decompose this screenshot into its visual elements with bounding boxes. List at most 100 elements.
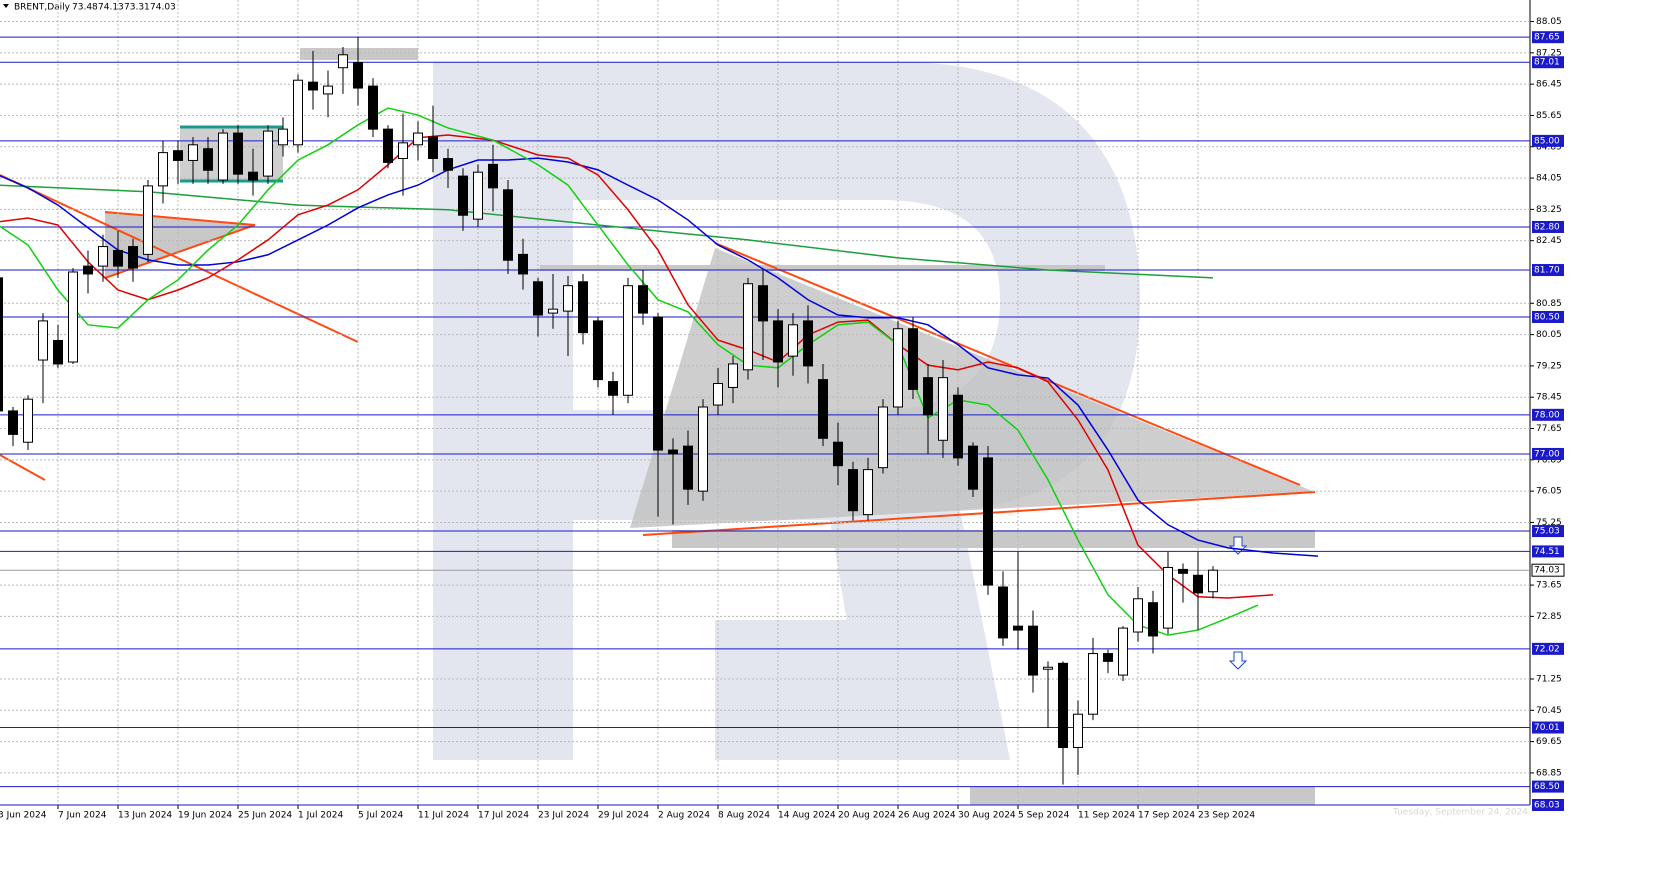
candle-body — [1073, 713, 1083, 748]
y-tick-label: 75.25 — [1536, 518, 1562, 528]
candle-body — [668, 449, 678, 455]
candle-body — [623, 285, 633, 396]
x-tick-label: 17 Jul 2024 — [478, 811, 529, 821]
candle-body — [98, 246, 108, 267]
candle-body — [413, 132, 423, 146]
x-tick-label: 5 Jul 2024 — [358, 811, 403, 821]
x-tick-label: 13 Jun 2024 — [118, 811, 172, 821]
candle-body — [458, 175, 468, 216]
candle-body — [1043, 666, 1053, 670]
candle-body — [233, 132, 243, 175]
level-label-box — [1532, 56, 1564, 69]
y-tick-label: 70.45 — [1536, 706, 1562, 716]
x-tick-label: 23 Jul 2024 — [538, 811, 589, 821]
x-tick-label: 1 Jul 2024 — [298, 811, 343, 821]
candle-body — [878, 406, 888, 469]
x-tick-label: 19 Jun 2024 — [178, 811, 232, 821]
candle-body — [548, 308, 558, 314]
candle-body — [908, 328, 918, 390]
level-label-box — [1532, 310, 1564, 323]
header-open: 73.48 — [72, 3, 98, 13]
level-label: 77.00 — [1534, 449, 1560, 459]
last-price-box — [1531, 563, 1565, 577]
x-tick-label: 7 Jun 2024 — [58, 811, 107, 821]
level-label: 87.01 — [1534, 58, 1560, 68]
level-label-box — [1532, 220, 1564, 233]
y-tick-label: 80.85 — [1536, 299, 1562, 309]
level-label-box — [1532, 780, 1564, 793]
candle-body — [1058, 662, 1068, 748]
date-watermark: Tuesday, September 24, 2024 — [1392, 808, 1528, 818]
y-tick-label: 79.25 — [1536, 361, 1562, 371]
x-tick-label: 2 Aug 2024 — [658, 811, 710, 821]
level-label-box — [1532, 408, 1564, 421]
symbol-menu-icon[interactable] — [3, 4, 9, 8]
y-tick-label: 76.85 — [1536, 455, 1562, 465]
y-tick-label: 68.85 — [1536, 768, 1562, 778]
chart-title: BRENT,Daily — [14, 3, 71, 13]
y-tick-label: 82.45 — [1536, 236, 1562, 246]
level-label-box — [1532, 264, 1564, 277]
candle-body — [143, 185, 153, 255]
candle-body — [608, 381, 618, 396]
y-tick-label: 87.25 — [1536, 48, 1562, 58]
candle-body — [533, 281, 543, 316]
y-tick-label: 85.65 — [1536, 111, 1562, 121]
candle-body — [998, 586, 1008, 639]
candle-body — [428, 136, 438, 159]
header-high: 74.13 — [98, 3, 124, 13]
candle-body — [593, 320, 603, 381]
moving-average — [0, 134, 1274, 599]
candle-body — [383, 128, 393, 163]
candle-body — [278, 128, 288, 146]
candle-body — [1148, 602, 1158, 637]
candle-body — [653, 316, 663, 451]
candle-body — [788, 324, 798, 357]
candle-body — [188, 144, 198, 161]
last-price-label: 74.03 — [1534, 566, 1560, 576]
candle-body — [53, 339, 63, 365]
candle-body — [1088, 653, 1098, 715]
candle-body — [218, 132, 228, 181]
candle-body — [0, 277, 3, 412]
candle-body — [248, 171, 258, 181]
y-tick-label: 86.45 — [1536, 80, 1562, 90]
candle-body — [578, 281, 588, 334]
level-label: 75.03 — [1534, 527, 1560, 537]
level-label-box — [1532, 721, 1564, 734]
candle-body — [488, 163, 498, 189]
candle-body — [818, 379, 828, 439]
candle-body — [83, 265, 93, 275]
candle-body — [953, 394, 963, 459]
candle-body — [848, 469, 858, 512]
y-tick-label: 80.05 — [1536, 330, 1562, 340]
candle-body — [203, 148, 213, 171]
candle-body — [1118, 627, 1128, 676]
header-close: 74.03 — [150, 3, 176, 13]
candle-body — [698, 406, 708, 492]
candle-body — [8, 410, 18, 435]
x-tick-label: 17 Sep 2024 — [1138, 811, 1195, 821]
candle-body — [1103, 653, 1113, 662]
candle-body — [773, 320, 783, 363]
candle-body — [113, 249, 123, 267]
level-label: 82.80 — [1534, 222, 1560, 232]
y-tick-label: 71.25 — [1536, 674, 1562, 684]
candle-body — [1133, 598, 1143, 633]
y-tick-label: 69.65 — [1536, 737, 1562, 747]
level-label-box — [1532, 31, 1564, 44]
level-label: 70.01 — [1534, 723, 1560, 733]
level-label-box — [1532, 447, 1564, 460]
candle-body — [503, 189, 513, 261]
candle-body — [758, 285, 768, 322]
y-tick-label: 78.45 — [1536, 393, 1562, 403]
candle-body — [713, 383, 723, 406]
candle-body — [473, 171, 483, 220]
level-label: 68.03 — [1534, 801, 1560, 811]
y-tick-label: 88.05 — [1536, 17, 1562, 27]
candle-body — [293, 79, 303, 146]
x-tick-label: 29 Jul 2024 — [598, 811, 649, 821]
header-low: 73.31 — [124, 3, 150, 13]
candle-body — [338, 54, 348, 69]
